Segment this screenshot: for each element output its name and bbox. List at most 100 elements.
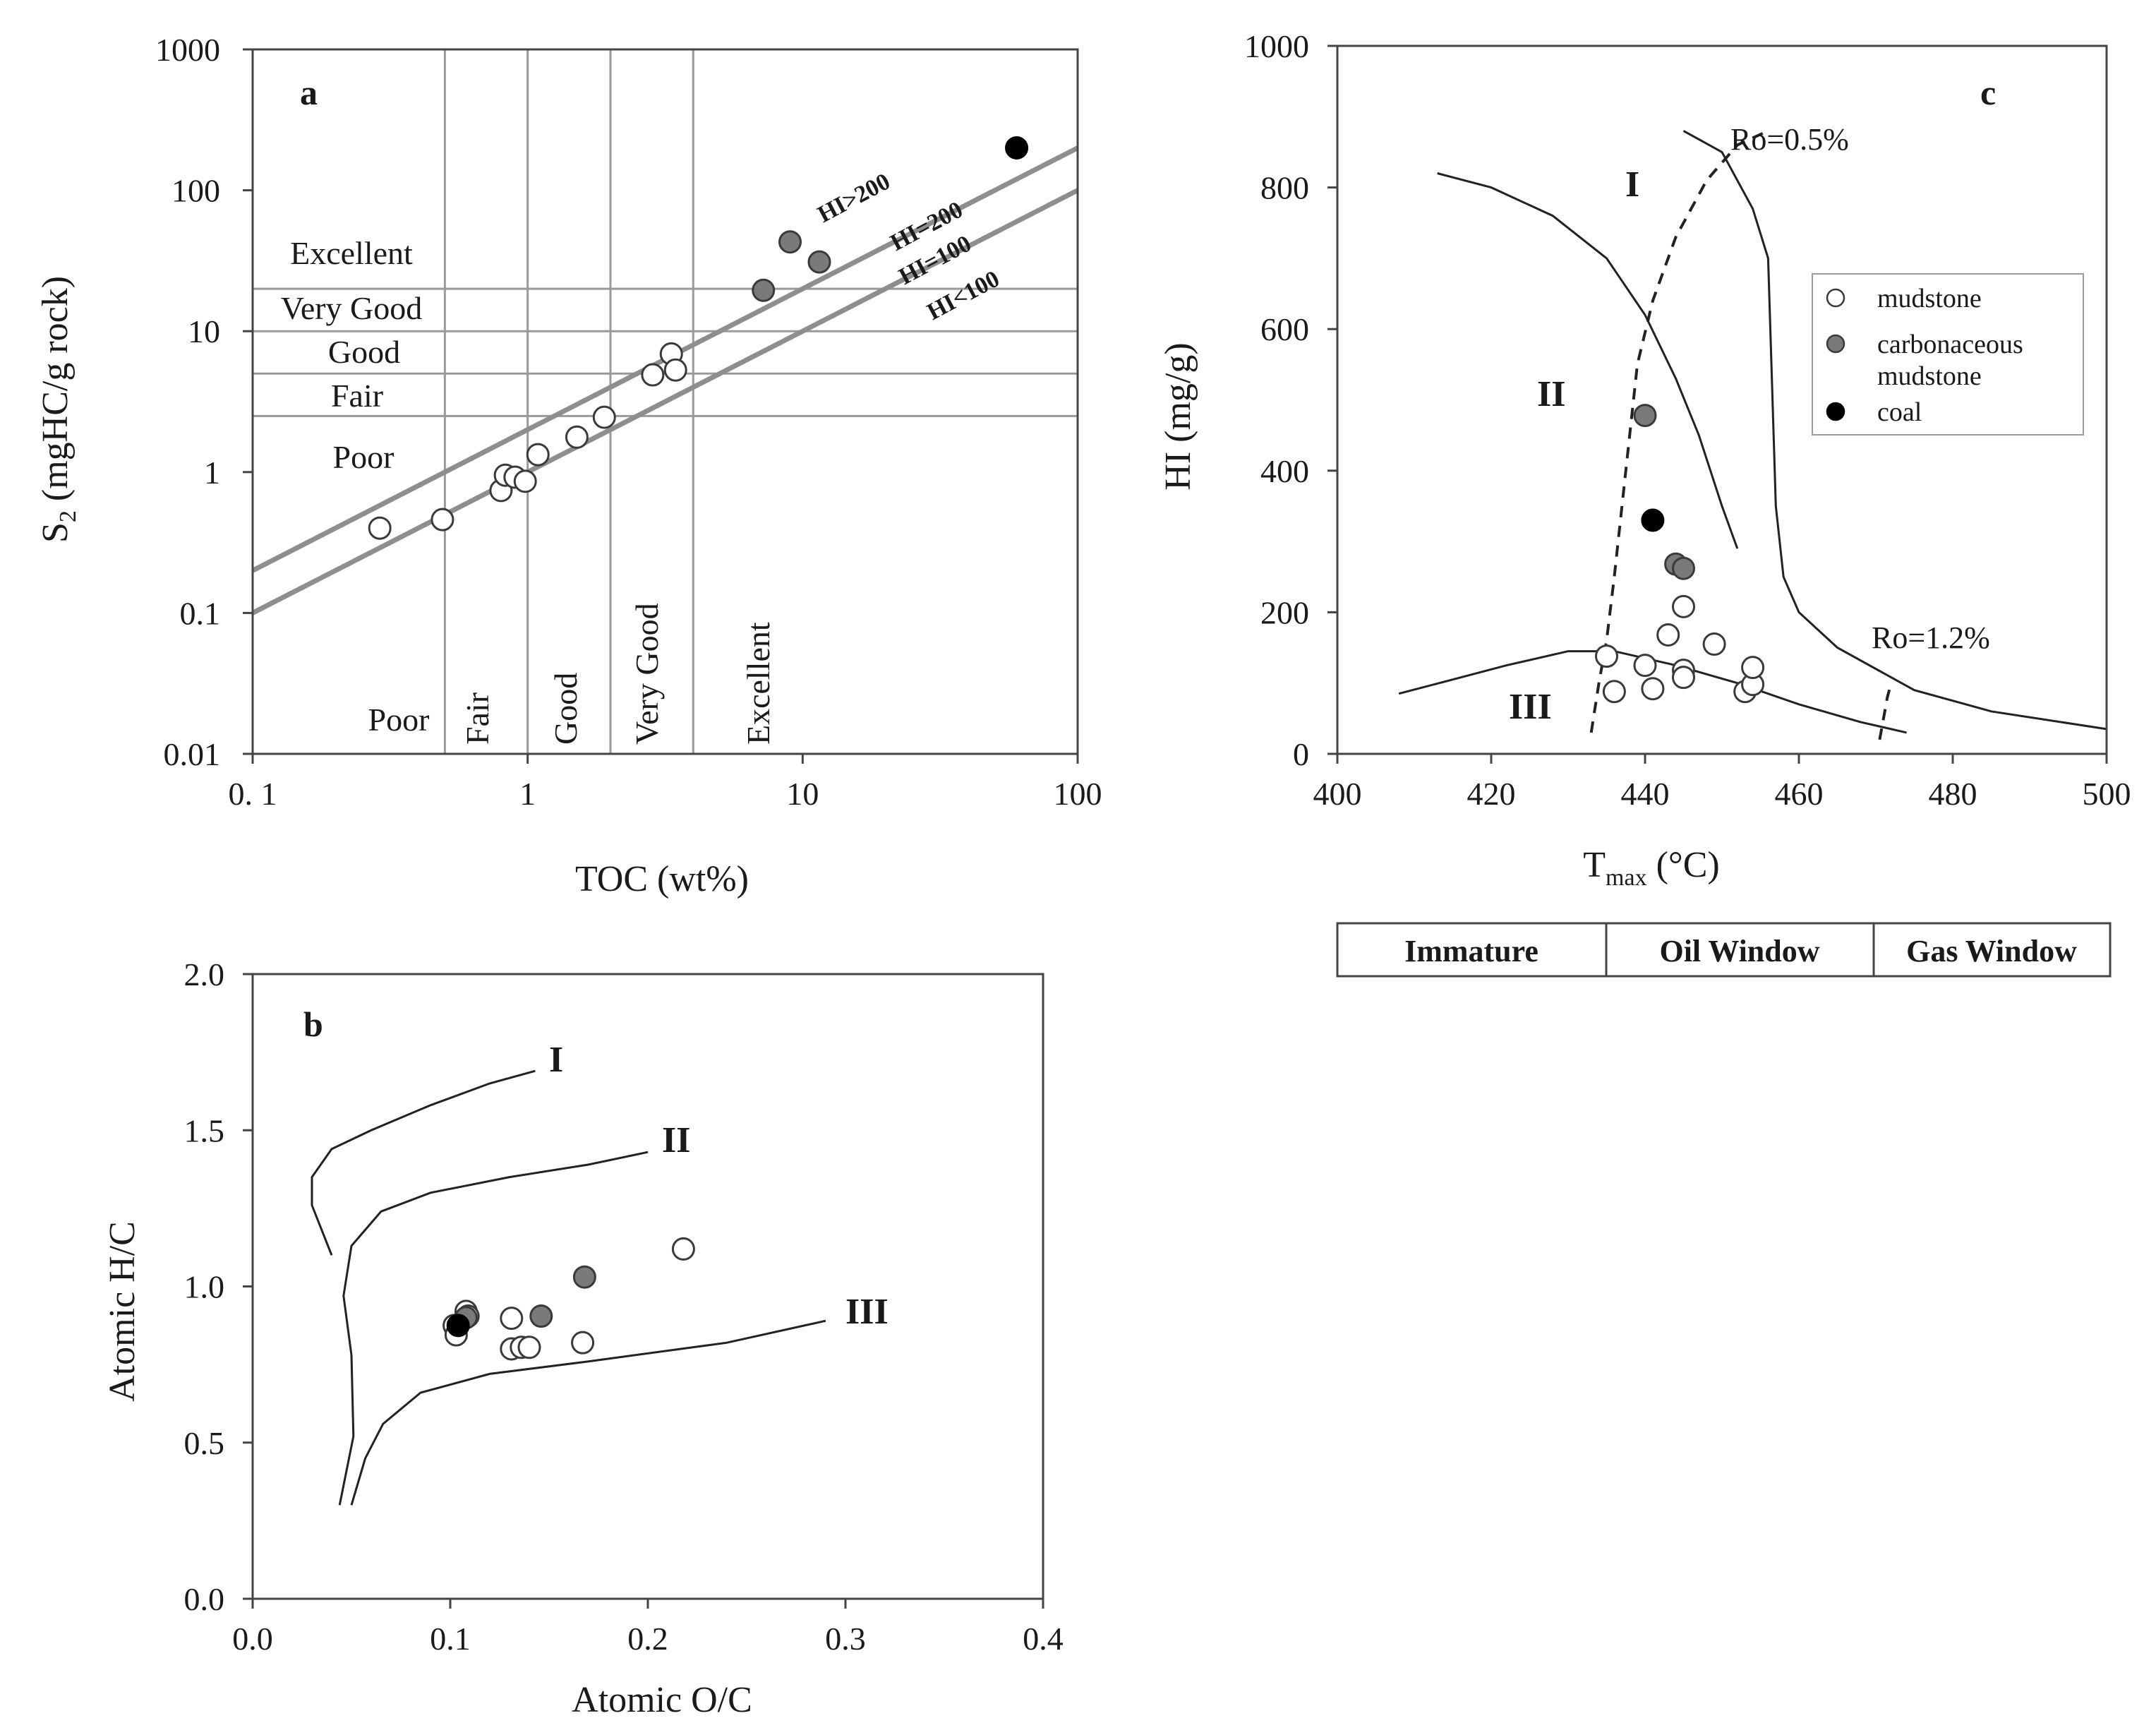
panel-a-x-tick-label: 1 bbox=[519, 776, 536, 812]
point-mudstone bbox=[368, 516, 392, 540]
panel-a-points bbox=[368, 136, 1029, 540]
point-carbonaceous-mudstone bbox=[807, 250, 831, 274]
kerogen-type-I-curve bbox=[1682, 130, 2107, 731]
ro-1-2-label: Ro=1.2% bbox=[1872, 620, 1990, 655]
panel-b-letter: b bbox=[303, 1004, 323, 1044]
panel-c-x-tick-label: 480 bbox=[1929, 776, 1977, 812]
panel-b-ticks: 0.0 0.1 0.2 0.3 0.4 0.0 0.5 1.0 1.5 2.0 bbox=[184, 956, 1064, 1657]
panel-b-points bbox=[442, 1237, 695, 1361]
panel-b-type-iii-label: III bbox=[845, 1292, 889, 1332]
point-mudstone bbox=[1641, 677, 1665, 701]
panel-a-plot-frame bbox=[251, 48, 1079, 755]
kerogen-type-III-curve bbox=[350, 1319, 826, 1506]
toc-class-good: Good bbox=[548, 673, 584, 745]
panel-c-y-tick-label: 1000 bbox=[1244, 28, 1309, 64]
panel-b-y-axis-label: Atomic H/C bbox=[102, 1221, 143, 1402]
panel-b-curves bbox=[311, 1069, 826, 1506]
point-mudstone bbox=[565, 425, 589, 449]
panel-c-x-tick-label: 500 bbox=[2083, 776, 2131, 812]
point-coal bbox=[1641, 508, 1665, 532]
panel-b-x-axis-label: Atomic O/C bbox=[572, 1680, 752, 1720]
panel-a-letter: a bbox=[300, 73, 318, 112]
window-immature: Immature bbox=[1404, 934, 1538, 968]
point-mudstone bbox=[592, 405, 616, 429]
panel-b-x-tick-label: 0.1 bbox=[430, 1621, 471, 1657]
point-carbonaceous-mudstone bbox=[778, 230, 802, 254]
panel-a-y-axis-label: S2 (mgHC/g rock) bbox=[35, 276, 81, 543]
panel-c-x-axis-label: Tmax (°C) bbox=[1583, 845, 1719, 891]
toc-class-very-good: Very Good bbox=[629, 603, 665, 745]
panel-b-y-tick-label: 0.5 bbox=[184, 1425, 225, 1461]
panel-c-x-tick-label: 440 bbox=[1621, 776, 1670, 812]
point-mudstone bbox=[1672, 666, 1695, 690]
window-gas: Gas Window bbox=[1906, 934, 2077, 968]
point-coal bbox=[1005, 136, 1029, 160]
x-label-rest: (°C) bbox=[1647, 845, 1720, 885]
point-mudstone bbox=[1633, 654, 1657, 678]
legend-label-coal: coal bbox=[1877, 397, 1922, 427]
hi-100-line bbox=[251, 188, 1079, 616]
panel-b-y-tick-label: 2.0 bbox=[184, 956, 225, 992]
point-mudstone bbox=[1602, 680, 1626, 704]
point-carbonaceous-mudstone bbox=[529, 1304, 553, 1328]
maturity-window-bar: Immature Oil Window Gas Window bbox=[1336, 922, 2112, 978]
panel-a-ticks: 0. 1 1 10 100 0.01 0.1 1 10 100 1000 bbox=[155, 32, 1102, 812]
panel-c-letter: c bbox=[1980, 73, 1996, 112]
panel-c-y-axis-label: HI (mg/g) bbox=[1158, 342, 1198, 490]
panel-b-plot-frame bbox=[251, 973, 1044, 1600]
panel-c-type-ii-label: II bbox=[1537, 374, 1565, 414]
legend-marker-carbonaceous bbox=[1826, 334, 1845, 354]
y-label-rest: (mgHC/g rock) bbox=[35, 276, 76, 510]
panel-b-y-tick-label: 1.5 bbox=[184, 1112, 225, 1148]
panel-b-type-ii-label: II bbox=[662, 1120, 690, 1160]
kerogen-type-II-curve bbox=[1437, 172, 1739, 549]
window-oil: Oil Window bbox=[1659, 934, 1819, 968]
point-carbonaceous-mudstone bbox=[752, 278, 776, 302]
legend-marker-coal bbox=[1826, 402, 1845, 421]
panel-a-y-tick-label: 0.01 bbox=[164, 736, 221, 772]
s2-class-poor: Poor bbox=[333, 439, 395, 475]
toc-class-fair: Fair bbox=[459, 692, 495, 745]
vitrinite-iso-line bbox=[1878, 683, 1893, 740]
ro-0-5-label: Ro=0.5% bbox=[1730, 122, 1849, 157]
point-carbonaceous-mudstone bbox=[1633, 404, 1657, 428]
panel-a-y-tick-label: 1 bbox=[204, 455, 220, 491]
panel-a-y-tick-label: 10 bbox=[188, 313, 220, 349]
point-mudstone bbox=[526, 443, 550, 467]
panel-b-x-tick-label: 0.2 bbox=[627, 1621, 668, 1657]
panel-c-type-i-label: I bbox=[1625, 164, 1639, 205]
toc-class-poor: Poor bbox=[368, 702, 430, 738]
vitrinite-iso-line bbox=[1589, 129, 1769, 733]
panel-b-y-tick-label: 1.0 bbox=[184, 1269, 225, 1305]
hi-gt-200-label: HI>200 bbox=[814, 169, 895, 228]
point-mudstone bbox=[1672, 594, 1695, 618]
panel-a-x-tick-label: 100 bbox=[1054, 776, 1102, 812]
y-label-s: S bbox=[35, 522, 76, 543]
point-mudstone bbox=[671, 1237, 695, 1261]
panel-a-y-tick-label: 1000 bbox=[155, 32, 220, 68]
point-mudstone bbox=[1656, 623, 1680, 647]
panel-c-y-tick-label: 600 bbox=[1260, 311, 1309, 347]
kerogen-type-II-curve bbox=[338, 1151, 649, 1506]
point-mudstone bbox=[663, 358, 687, 382]
point-mudstone bbox=[430, 508, 454, 532]
panel-c-y-tick-label: 400 bbox=[1260, 453, 1309, 489]
s2-class-fair: Fair bbox=[331, 378, 383, 414]
panel-a-y-tick-label: 100 bbox=[171, 173, 220, 209]
panel-c-x-tick-label: 420 bbox=[1467, 776, 1516, 812]
x-label-t: T bbox=[1583, 845, 1606, 885]
point-carbonaceous-mudstone bbox=[1672, 556, 1695, 580]
s2-class-good: Good bbox=[328, 334, 400, 370]
legend-label-carbonaceous-1: carbonaceous bbox=[1877, 330, 2023, 359]
point-mudstone bbox=[500, 1307, 524, 1331]
legend-label-carbonaceous-2: mudstone bbox=[1877, 361, 1982, 391]
panel-c-x-tick-label: 400 bbox=[1313, 776, 1362, 812]
panel-a-x-axis-label: TOC (wt%) bbox=[575, 859, 749, 899]
s2-class-very-good: Very Good bbox=[281, 290, 423, 326]
panel-c-type-iii-label: III bbox=[1509, 687, 1552, 727]
panel-c-legend: mudstone carbonaceous mudstone coal bbox=[1812, 273, 2084, 436]
panel-c-x-tick-label: 460 bbox=[1775, 776, 1824, 812]
